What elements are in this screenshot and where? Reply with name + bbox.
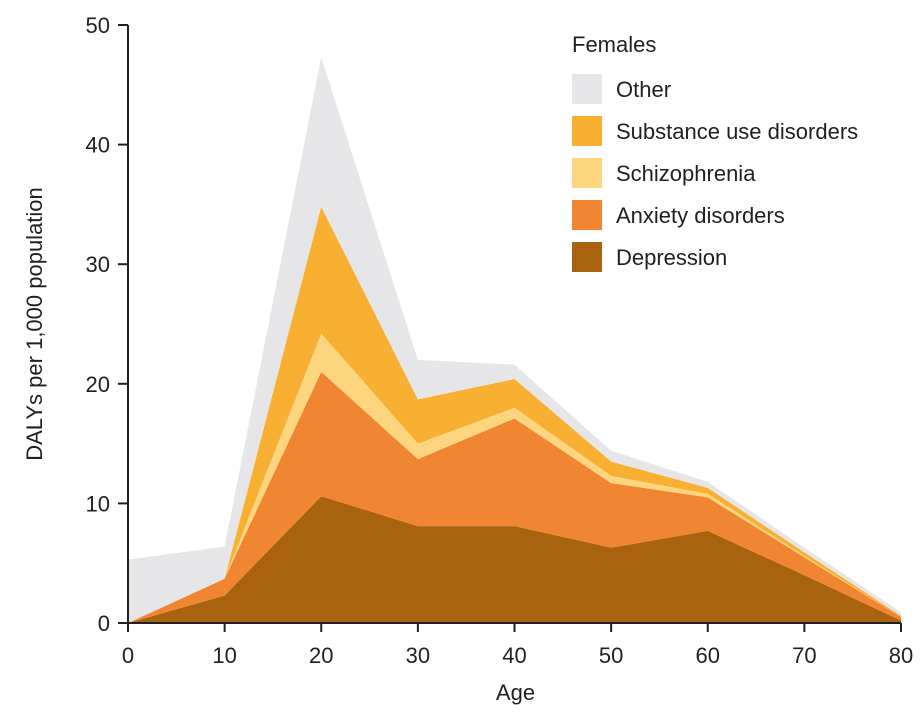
y-tick-label: 30 (86, 252, 110, 277)
x-tick-label: 10 (212, 643, 236, 668)
x-tick-label: 40 (502, 643, 526, 668)
legend-swatch-anxiety-disorders (572, 200, 602, 230)
y-axis-ticks: 0 10 20 30 40 50 (86, 13, 128, 636)
x-tick-label: 20 (309, 643, 333, 668)
y-axis-title: DALYs per 1,000 population (22, 187, 47, 461)
y-tick-label: 50 (86, 13, 110, 38)
y-tick-label: 20 (86, 372, 110, 397)
legend-swatch-other (572, 74, 602, 104)
legend-swatch-substance-use-disorders (572, 116, 602, 146)
y-tick-label: 10 (86, 491, 110, 516)
x-tick-label: 70 (792, 643, 816, 668)
y-tick-label: 40 (86, 133, 110, 158)
area-anxiety-disorders (128, 371, 901, 623)
legend-swatch-depression (572, 242, 602, 272)
y-tick-label: 0 (98, 611, 110, 636)
x-tick-label: 50 (599, 643, 623, 668)
legend-title: Females (572, 32, 656, 57)
x-axis-ticks: 0 10 20 30 40 50 60 70 80 (122, 623, 913, 668)
area-depression (128, 496, 901, 623)
x-tick-label: 80 (889, 643, 913, 668)
legend-label-other: Other (616, 77, 671, 102)
legend: Females Other Substance use disorders Schi… (572, 32, 858, 272)
x-axis-title: Age (496, 680, 535, 705)
legend-label-schizophrenia: Schizophrenia (616, 161, 756, 186)
legend-label-anxiety-disorders: Anxiety disorders (616, 203, 785, 228)
legend-label-substance-use-disorders: Substance use disorders (616, 119, 858, 144)
x-tick-label: 60 (696, 643, 720, 668)
area-other (128, 57, 901, 624)
area-layers (128, 57, 901, 624)
area-substance-use-disorders (128, 206, 901, 624)
x-tick-label: 0 (122, 643, 134, 668)
x-tick-label: 30 (406, 643, 430, 668)
legend-swatch-schizophrenia (572, 158, 602, 188)
legend-label-depression: Depression (616, 245, 727, 270)
